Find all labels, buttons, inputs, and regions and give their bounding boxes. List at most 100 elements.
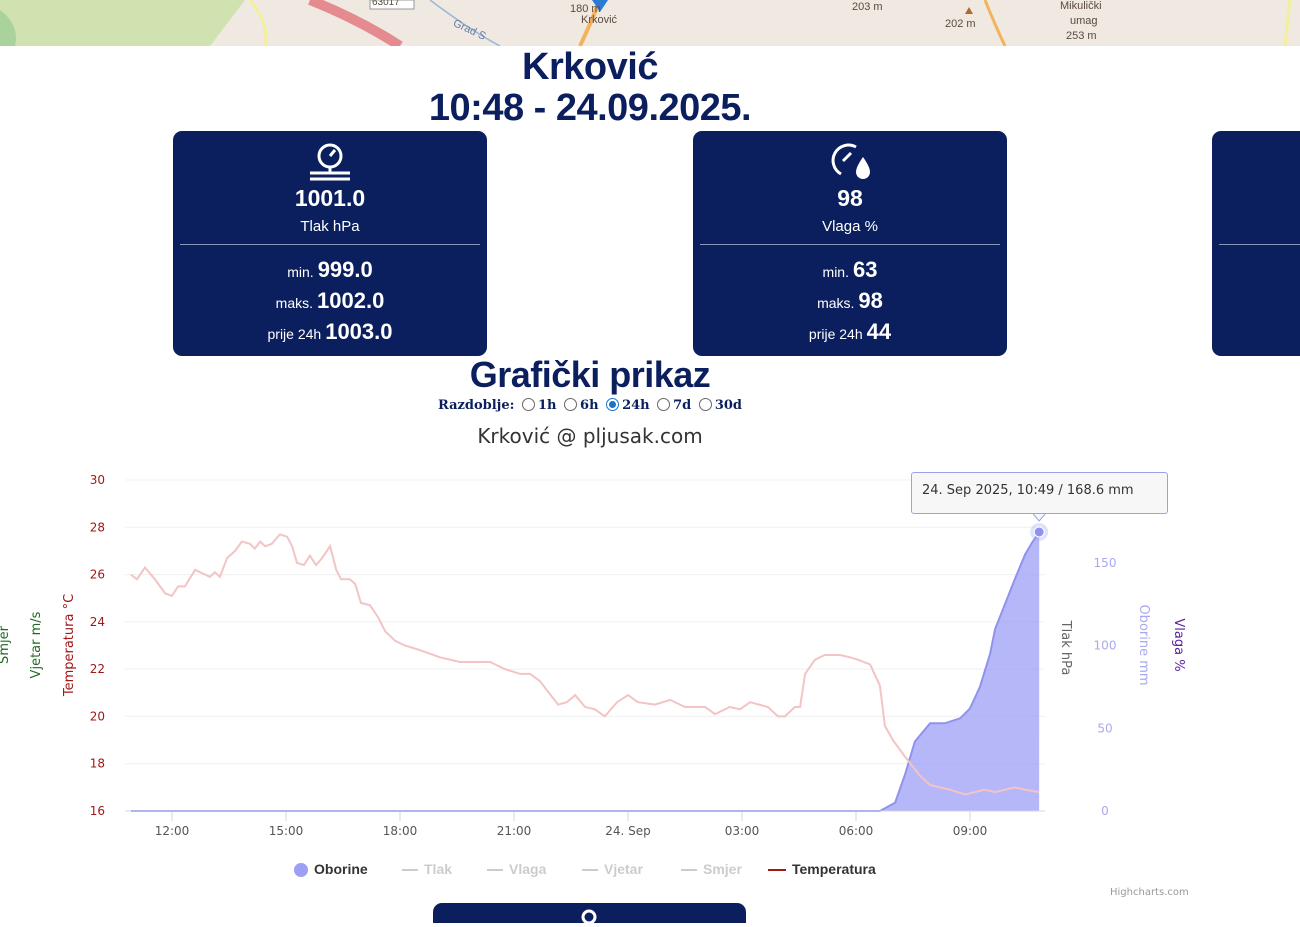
legend-label: Vjetar <box>604 861 643 877</box>
x-tick-label: 12:00 <box>155 824 190 838</box>
x-tick-label: 24. Sep <box>605 824 651 838</box>
period-option-24h[interactable]: 24h <box>603 398 654 413</box>
period-label: 1h <box>538 398 557 413</box>
temperature-tick-label: 20 <box>90 709 105 723</box>
radio-button[interactable] <box>522 398 535 411</box>
legend-item-vlaga[interactable]: Vlaga <box>487 861 546 877</box>
direction-axis-title: Smjer <box>0 625 12 664</box>
rain-line <box>131 531 1041 812</box>
period-option-6h[interactable]: 6h <box>561 398 603 413</box>
observation-datetime: 10:48 - 24.09.2025. <box>428 87 752 129</box>
divider <box>1219 244 1300 245</box>
wind-axis-title: Vjetar m/s <box>29 611 44 678</box>
station-icon <box>581 909 597 925</box>
x-tick-label: 18:00 <box>383 824 418 838</box>
highcharts-credit[interactable]: Highcharts.com <box>1110 887 1189 898</box>
humidity-value: 98 <box>837 185 863 211</box>
pressure-axis-title: Tlak hPa <box>1058 620 1073 676</box>
legend-item-smjer[interactable]: Smjer <box>681 861 742 877</box>
period-label: 24h <box>622 398 650 413</box>
rain-axis-title: Oborine mm <box>1136 604 1151 685</box>
temperature-tick-label: 28 <box>90 520 105 534</box>
weather-chart: 16 18 20 22 24 26 28 30 0 50 100 150 12:00 15:00 18:00… <box>0 473 1186 838</box>
chart-tooltip: 24. Sep 2025, 10:49 / 168.6 mm <box>911 472 1168 514</box>
legend-item-tlak[interactable]: Tlak <box>402 861 452 877</box>
map-label: 203 m <box>852 1 883 13</box>
temperature-tick-label: 18 <box>90 757 105 771</box>
barometer-icon <box>173 139 487 183</box>
station-name: Krković <box>522 46 658 88</box>
radio-button[interactable] <box>606 398 620 411</box>
rain-tick-label: 0 <box>1101 804 1109 818</box>
period-option-1h[interactable]: 1h <box>519 398 561 413</box>
period-label: Razdoblje: <box>437 398 515 413</box>
pressure-card: 1001.0 Tlak hPa min. 999.0 maks. 1002.0 pr… <box>173 131 487 356</box>
legend-label: Oborine <box>314 861 368 877</box>
temperature-tick-label: 26 <box>90 568 105 582</box>
rain-tick-label: 50 <box>1097 721 1112 735</box>
temperature-tick-label: 30 <box>90 473 105 487</box>
pressure-24h-ago: prije 24h 1003.0 <box>267 319 393 344</box>
radio-button[interactable] <box>657 398 671 411</box>
map-label: 180 m <box>570 3 601 15</box>
legend-label: Temperatura <box>792 861 876 877</box>
map-label: 202 m <box>945 18 976 30</box>
period-label: 7d <box>673 398 692 413</box>
humidity-24h-ago: prije 24h 44 <box>808 319 892 344</box>
period-label: 30d <box>714 398 742 413</box>
map-label: 253 m <box>1066 30 1097 42</box>
pressure-min: min. 999.0 <box>287 257 373 282</box>
partial-card <box>1212 131 1300 356</box>
temperature-tick-label: 22 <box>90 662 105 676</box>
rain-tick-label: 100 <box>1094 639 1117 653</box>
location-map[interactable]: 63017 180 m Krković Grad S 203 m 202 m M… <box>0 0 1300 51</box>
legend-symbol-icon <box>768 869 786 872</box>
hover-point <box>1033 526 1045 538</box>
divider <box>180 244 480 245</box>
humidity-axis-title: Vlaga % <box>1171 618 1186 671</box>
legend-label: Smjer <box>703 861 742 877</box>
map-marker-icon <box>592 0 608 12</box>
next-section-button[interactable] <box>433 903 746 925</box>
map-label: 63017 <box>372 0 400 8</box>
rain-tick-label: 150 <box>1094 556 1117 570</box>
map-tiles <box>0 0 1292 51</box>
humidity-min: min. 63 <box>822 257 878 282</box>
legend-symbol-icon <box>294 863 308 878</box>
radio-button[interactable] <box>698 398 712 411</box>
legend-item-vjetar[interactable]: Vjetar <box>582 861 643 877</box>
graph-heading: Grafički prikaz <box>469 354 711 395</box>
humidity-card: 98 Vlaga % min. 63 maks. 98 prije 24h 44 <box>693 131 1007 356</box>
period-option-30d[interactable]: 30d <box>696 398 742 413</box>
x-tick-label: 09:00 <box>953 824 988 838</box>
temperature-axis-title: Temperatura °C <box>62 594 77 697</box>
legend-label: Tlak <box>424 861 453 877</box>
map-label: Krković <box>581 14 618 26</box>
legend-item-oborine[interactable]: Oborine <box>294 861 368 878</box>
legend-item-temperatura[interactable]: Temperatura <box>768 861 876 877</box>
radio-button[interactable] <box>564 398 578 411</box>
legend-symbol-icon <box>681 869 697 872</box>
map-label: Mikulički <box>1060 0 1102 12</box>
legend-label: Vlaga <box>509 861 547 877</box>
x-tick-label: 03:00 <box>725 824 760 838</box>
pressure-unit: Tlak hPa <box>300 218 360 235</box>
pressure-value: 1001.0 <box>294 185 366 211</box>
period-option-7d[interactable]: 7d <box>654 398 696 413</box>
period-label: 6h <box>580 398 599 413</box>
x-tick-label: 15:00 <box>269 824 304 838</box>
chart-title: Krković @ pljusak.com <box>477 424 703 448</box>
map-label: umag <box>1070 15 1098 27</box>
humidity-gauge-icon <box>693 139 1007 183</box>
legend-symbol-icon <box>487 869 503 872</box>
legend-symbol-icon <box>582 869 598 872</box>
divider <box>700 244 1000 245</box>
temperature-line <box>130 533 1040 796</box>
humidity-max: maks. 98 <box>817 288 883 313</box>
period-selector: Razdoblje: 1h 6h 24h 7d 30d <box>0 398 1180 413</box>
humidity-unit: Vlaga % <box>822 218 878 235</box>
x-tick-label: 21:00 <box>497 824 532 838</box>
legend-symbol-icon <box>402 869 418 872</box>
rain-area <box>130 532 1040 811</box>
tooltip-pointer <box>1032 513 1046 522</box>
